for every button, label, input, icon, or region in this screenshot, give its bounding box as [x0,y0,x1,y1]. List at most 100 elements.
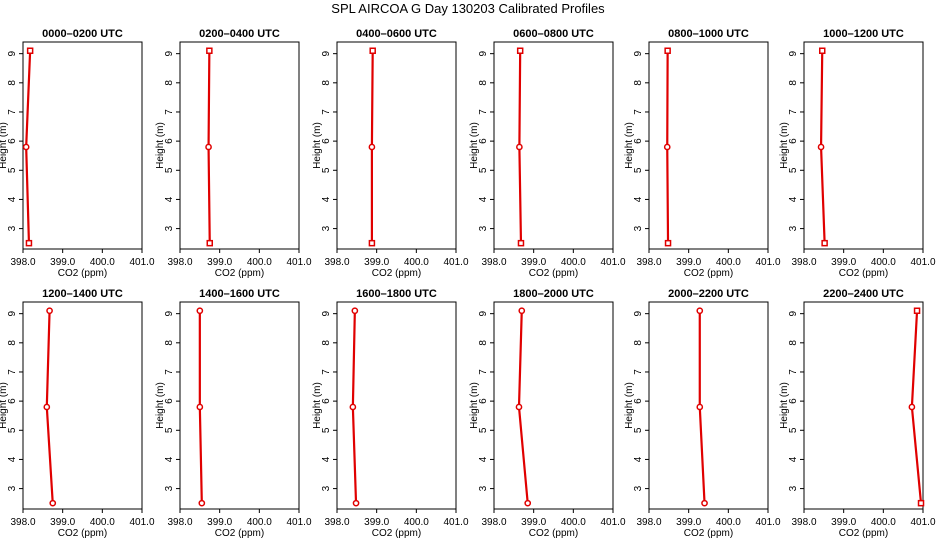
y-tick-label: 9 [478,50,489,56]
y-tick-label: 8 [788,80,799,86]
y-tick-label: 6 [7,398,18,404]
y-tick-label: 6 [164,398,175,404]
data-point [205,143,212,151]
y-tick-label: 6 [321,398,332,404]
data-point [516,47,524,54]
profile-chart: 1600–1800 UTC 398.0 399.0 400.0 401.0 3 4 5 6 7 8 9… [312,288,469,539]
plot-frame [336,301,457,510]
x-tick-label: 400.0 [404,517,429,528]
x-tick-label: 398.0 [167,257,192,268]
data-point [517,239,525,247]
y-tick-label: 5 [164,427,175,433]
y-tick-label: 3 [321,485,332,491]
data-point [818,47,826,54]
profile-chart: 2200–2400 UTC 398.0 399.0 400.0 401.0 3 4 5 6 7 8 9… [779,288,936,539]
x-tick-label: 400.0 [871,257,896,268]
y-tick-label: 4 [788,196,799,202]
plot-frame [179,301,300,510]
y-tick-label: 9 [164,50,175,56]
data-point [369,47,376,54]
plot-frame [336,41,457,250]
data-point [515,403,523,411]
y-tick-label: 9 [788,50,799,56]
y-tick-label: 4 [7,456,18,462]
x-tick-label: 400.0 [871,517,896,528]
x-tick-label: 400.0 [716,257,741,268]
data-point [368,143,376,151]
x-tick-label: 401.0 [755,257,780,268]
y-tick-label: 9 [478,310,489,316]
x-tick-label: 398.0 [10,257,35,268]
y-tick-label: 9 [321,50,332,56]
y-tick-label: 7 [164,109,175,115]
y-tick-label: 6 [7,138,18,144]
data-point [46,307,53,315]
data-point [913,307,921,314]
y-tick-label: 4 [164,456,175,462]
x-tick-label: 399.0 [676,257,701,268]
x-tick-label: 400.0 [404,257,429,268]
x-tick-label: 400.0 [561,257,586,268]
data-point [524,499,532,507]
profile-chart: 0200–0400 UTC 398.0 399.0 400.0 401.0 3 4 5 6 7 8 9… [155,28,312,279]
y-tick-label: 3 [633,225,644,231]
x-axis-label: CO2 (ppm) [372,528,421,539]
y-tick-label: 4 [321,196,332,202]
y-tick-label: 3 [7,225,18,231]
y-tick-label: 8 [478,340,489,346]
y-tick-label: 8 [633,340,644,346]
x-axis-label: CO2 (ppm) [58,528,107,539]
profile-chart: 2000–2200 UTC 398.0 399.0 400.0 401.0 3 4 5 6 7 8 9… [624,288,781,539]
x-tick-label: 399.0 [676,517,701,528]
x-tick-label: 401.0 [755,517,780,528]
y-tick-label: 8 [633,80,644,86]
x-tick-label: 401.0 [129,257,154,268]
x-tick-label: 399.0 [364,517,389,528]
y-tick-label: 8 [164,80,175,86]
y-tick-label: 7 [788,109,799,115]
x-tick-label: 398.0 [10,517,35,528]
data-point [206,239,213,247]
data-point [917,499,925,507]
y-tick-label: 9 [633,50,644,56]
y-tick-label: 5 [478,427,489,433]
x-tick-label: 399.0 [521,257,546,268]
y-tick-label: 6 [633,398,644,404]
y-tick-label: 3 [788,225,799,231]
x-axis-label: CO2 (ppm) [58,268,107,279]
chart-title: 0200–0400 UTC [199,28,280,40]
y-tick-label: 4 [788,456,799,462]
x-tick-label: 401.0 [286,257,311,268]
y-axis-label: Height (m) [0,382,9,429]
y-tick-label: 5 [788,167,799,173]
data-point [22,143,30,151]
chart-title: 1800–2000 UTC [513,288,594,300]
y-axis-label: Height (m) [624,382,635,429]
y-tick-label: 9 [164,310,175,316]
y-tick-label: 6 [633,138,644,144]
x-tick-label: 400.0 [90,257,115,268]
y-tick-label: 4 [478,196,489,202]
x-axis-label: CO2 (ppm) [372,268,421,279]
y-tick-label: 8 [788,340,799,346]
x-tick-label: 398.0 [791,517,816,528]
y-tick-label: 9 [7,310,18,316]
y-axis-label: Height (m) [779,382,790,429]
data-point [696,403,704,411]
x-axis-label: CO2 (ppm) [839,268,888,279]
x-axis-label: CO2 (ppm) [529,268,578,279]
y-tick-label: 8 [7,340,18,346]
data-point [49,499,57,507]
chart-title: 0400–0600 UTC [356,28,437,40]
x-tick-label: 401.0 [129,517,154,528]
chart-title: 2200–2400 UTC [823,288,904,300]
y-tick-label: 7 [7,369,18,375]
x-axis-label: CO2 (ppm) [215,268,264,279]
plot-frame [803,301,924,510]
x-tick-label: 401.0 [600,517,625,528]
data-point [817,143,825,151]
x-tick-label: 399.0 [364,257,389,268]
chart-title: 0800–1000 UTC [668,28,749,40]
y-tick-label: 5 [633,167,644,173]
x-tick-label: 399.0 [50,517,75,528]
